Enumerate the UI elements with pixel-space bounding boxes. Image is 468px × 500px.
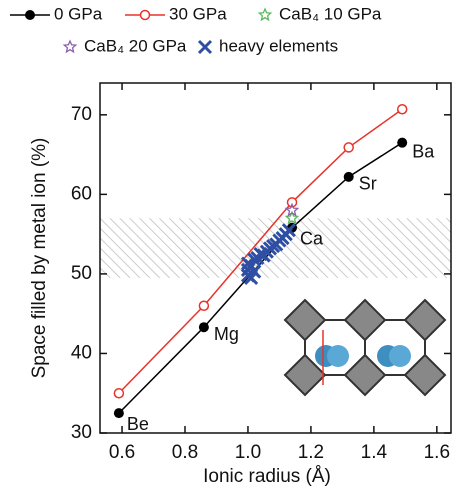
y-tick-label: 70 — [71, 104, 92, 125]
y-axis-label: Space filled by metal ion (%) — [29, 138, 50, 379]
point — [25, 10, 35, 20]
point — [113, 387, 125, 399]
point — [197, 39, 213, 55]
point — [343, 171, 354, 182]
x-tick-label: 1.6 — [424, 442, 450, 463]
legend-label: CaB₄ 10 GPa — [279, 4, 382, 23]
point — [244, 270, 259, 285]
point — [257, 7, 273, 22]
y-tick-label: 50 — [71, 263, 92, 284]
x-tick-label: 0.8 — [172, 442, 198, 463]
y-tick-label: 60 — [71, 183, 92, 204]
point — [139, 9, 151, 21]
plot-frame — [99, 82, 452, 434]
x-axis-label: Ionic radius (Å) — [203, 466, 331, 487]
point-label: Ba — [412, 141, 435, 161]
point — [62, 39, 78, 54]
y-tick-label: 30 — [71, 422, 92, 443]
point-label: Ca — [300, 229, 324, 249]
point — [343, 142, 354, 153]
point — [281, 223, 296, 238]
legend-label: CaB₄ 20 GPa — [84, 36, 187, 55]
legend-label: 30 GPa — [169, 4, 227, 23]
legend-label: heavy elements — [219, 36, 338, 55]
point-label: Mg — [214, 324, 239, 344]
x-tick-label: 1.2 — [298, 442, 324, 463]
point — [396, 104, 408, 115]
crystal-inset — [283, 298, 447, 397]
point-label: Sr — [359, 174, 377, 194]
x-tick-label: 1.4 — [361, 442, 388, 463]
point — [397, 137, 408, 148]
x-tick-label: 1.0 — [235, 442, 261, 463]
y-tick-label: 40 — [71, 342, 92, 363]
point — [284, 202, 300, 217]
legend-label: 0 GPa — [54, 4, 103, 23]
point — [113, 408, 124, 419]
point — [286, 197, 298, 208]
point-label: Be — [127, 414, 149, 434]
point — [198, 322, 209, 333]
x-tick-label: 0.6 — [109, 442, 135, 463]
point — [198, 300, 210, 311]
